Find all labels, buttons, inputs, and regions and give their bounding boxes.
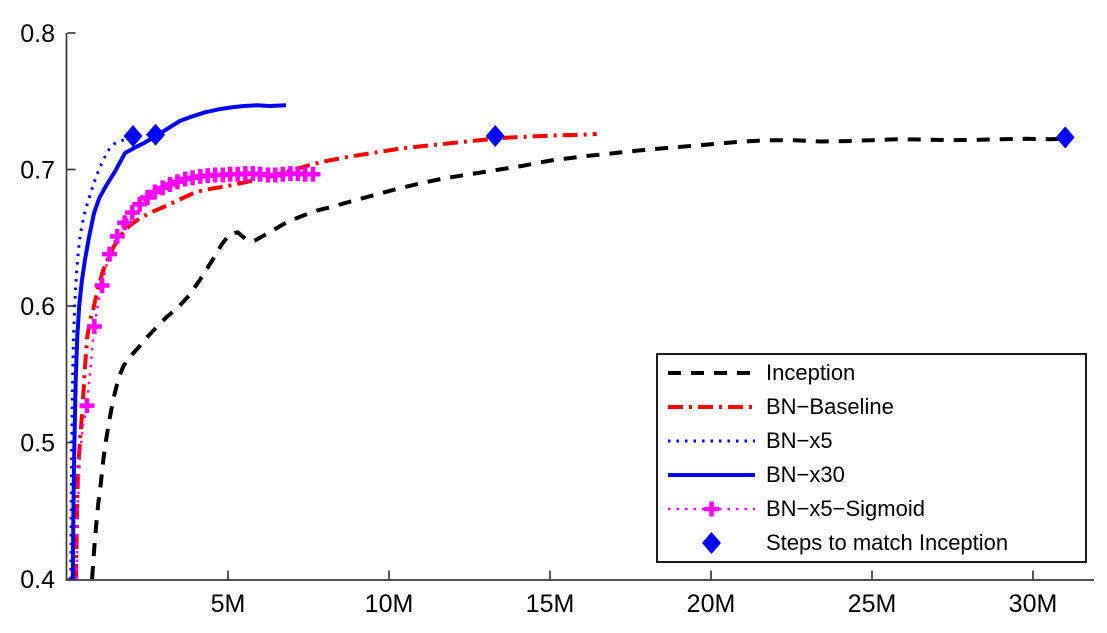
plus-marker-icon-bn-x5-sigmoid <box>117 215 133 231</box>
x-tick-label: 25M <box>848 590 897 618</box>
legend-item-bn-baseline: BN−Baseline <box>658 390 1085 424</box>
diamond-marker-icon-steps-to-match-inception <box>146 123 166 146</box>
x-tick-label: 5M <box>211 590 246 618</box>
plus-marker-icon-bn-x5-sigmoid <box>86 318 102 334</box>
legend-item-bn-x30: BN−x30 <box>658 458 1085 492</box>
legend-sample-inception <box>668 371 755 375</box>
legend-label-steps-to-match-inception: Steps to match Inception <box>766 530 1009 555</box>
series-line-bn-x30 <box>70 103 287 580</box>
y-tick-label: 0.4 <box>20 566 55 594</box>
series-line-bn-baseline <box>74 132 597 580</box>
diamond-marker-icon <box>702 532 721 554</box>
plus-marker-icon-bn-x5-sigmoid <box>305 166 321 182</box>
legend-item-bn-x5-sigmoid: BN−x5−Sigmoid <box>658 492 1085 526</box>
diamond-marker-icon-steps-to-match-inception <box>123 125 143 148</box>
legend-label-bn-x5-sigmoid: BN−x5−Sigmoid <box>766 496 925 521</box>
series-line-inception <box>90 136 1066 580</box>
legend-item-steps-to-match-inception: Steps to match Inception <box>658 526 1085 560</box>
diamond-marker-icon-steps-to-match-inception <box>1055 126 1075 149</box>
diamond-marker-icon-steps-to-match-inception <box>485 125 505 148</box>
plus-marker-icon-bn-x5-sigmoid <box>124 204 140 220</box>
x-tick-label: 10M <box>365 590 414 618</box>
legend-label-bn-x30: BN−x30 <box>766 462 845 487</box>
legend-label-inception: Inception <box>766 360 856 385</box>
legend-label-bn-baseline: BN−Baseline <box>766 394 894 419</box>
plus-marker-icon <box>704 501 719 517</box>
plus-marker-icon-bn-x5-sigmoid <box>79 398 95 414</box>
legend-item-inception: Inception <box>658 356 1085 390</box>
y-tick-label: 0.8 <box>20 20 55 48</box>
y-tick-label: 0.5 <box>20 430 55 458</box>
plus-marker-icon-bn-x5-sigmoid <box>132 196 148 212</box>
plus-marker-icon-bn-x5-sigmoid <box>109 228 125 244</box>
y-tick-label: 0.7 <box>20 157 55 185</box>
legend-label-bn-x5: BN−x5 <box>766 428 833 453</box>
plus-marker-icon-bn-x5-sigmoid <box>102 246 118 262</box>
x-tick-label: 30M <box>1009 590 1058 618</box>
legend: Inception BN−Baseline BN−x5 BN−x30 BN−x5… <box>656 353 1087 563</box>
legend-sample-bn-x5-sigmoid <box>668 501 755 517</box>
x-tick-label: 20M <box>687 590 736 618</box>
legend-sample-steps-to-match-inception-diamond-icon <box>702 532 721 554</box>
x-tick-label: 15M <box>526 590 575 618</box>
legend-sample-bn-x5 <box>668 439 755 443</box>
series-line-bn-x5 <box>69 135 137 580</box>
y-tick-label: 0.6 <box>20 293 55 321</box>
plus-marker-icon-bn-x5-sigmoid <box>169 174 185 190</box>
plus-marker-icon-bn-x5-sigmoid <box>147 184 163 200</box>
plus-marker-icon-bn-x5-sigmoid <box>94 278 110 294</box>
legend-sample-bn-baseline <box>668 405 755 409</box>
legend-item-bn-x5: BN−x5 <box>658 424 1085 458</box>
legend-sample-bn-x30 <box>668 473 755 477</box>
plus-marker-icon-bn-x5-sigmoid <box>162 177 178 193</box>
